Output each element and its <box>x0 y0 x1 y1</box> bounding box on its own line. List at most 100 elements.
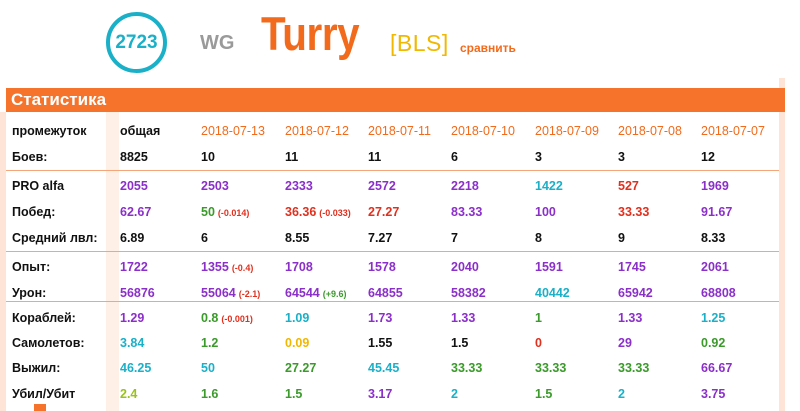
table-row: Кораблей: 1.29 0.8 (-0.001) 1.09 1.73 1.33 1 1.3… <box>0 306 780 330</box>
cell-value: 33.33 <box>535 361 567 375</box>
table-cell: общая <box>120 119 160 143</box>
cell-value: 1722 <box>120 260 148 274</box>
table-cell: 8 <box>535 226 542 250</box>
cell-delta: (-0.4) <box>231 263 254 273</box>
cell-value: 1969 <box>701 179 729 193</box>
table-cell: 11 <box>285 145 298 169</box>
table-row: Убил/Убит 2.4 1.6 1.5 3.17 2 1.5 2 3.75 <box>0 382 780 406</box>
table-cell: 2333 <box>285 174 313 198</box>
cell-value: 2055 <box>120 179 148 193</box>
cell-value: 2333 <box>285 179 313 193</box>
cell-value: 1.73 <box>368 311 393 325</box>
table-cell: 2 <box>451 382 458 406</box>
row-separator <box>6 301 779 302</box>
table-cell: 36.36 (-0.033) <box>285 200 351 224</box>
cell-value: 11 <box>368 150 382 164</box>
row-label: PRO alfa <box>12 179 65 193</box>
cell-value: 68808 <box>701 286 736 300</box>
cell-value: 1.33 <box>451 311 476 325</box>
table-row: Самолетов: 3.84 1.2 0.09 1.55 1.5 0 29 0.92 <box>0 331 780 355</box>
table-cell: 2018-07-07 <box>701 119 765 143</box>
table-cell: 33.33 <box>618 200 649 224</box>
cell-value: 8 <box>535 231 542 245</box>
table-cell: 1.5 <box>535 382 552 406</box>
table-cell: 2055 <box>120 174 148 198</box>
table-cell: 1.6 <box>201 382 218 406</box>
cell-value: 3.84 <box>120 336 145 350</box>
table-row: Боев: 8825 10 11 11 6 3 3 12 <box>0 145 780 169</box>
table-cell: 3.75 <box>701 382 725 406</box>
table-cell: 1745 <box>618 255 646 279</box>
table-row: Выжил: 46.25 50 27.27 45.45 33.33 33.33 33.33 66… <box>0 356 780 380</box>
cell-value: 3 <box>535 150 542 164</box>
cell-value: 1 <box>535 311 542 325</box>
table-cell: 1722 <box>120 255 148 279</box>
column-accent-band <box>106 112 119 411</box>
cell-value: 1.25 <box>701 311 726 325</box>
cell-value: 2018-07-11 <box>368 124 432 138</box>
table-cell: 3.17 <box>368 382 392 406</box>
cell-value: 27.27 <box>285 361 317 375</box>
cell-value: 66.67 <box>701 361 733 375</box>
cell-value: 1591 <box>535 260 563 274</box>
table-cell: 1578 <box>368 255 396 279</box>
cell-value: 2061 <box>701 260 729 274</box>
cell-value: 33.33 <box>618 205 650 219</box>
table-cell: 3.84 <box>120 331 144 355</box>
cell-value: 6.89 <box>120 231 145 245</box>
table-cell: 33.33 <box>618 356 649 380</box>
cell-value: 1745 <box>618 260 646 274</box>
cell-value: 1355 <box>201 260 229 274</box>
table-cell: 1.09 <box>285 306 309 330</box>
cell-value: 65942 <box>618 286 653 300</box>
cell-delta: (-2.1) <box>238 289 261 299</box>
table-cell: 50 <box>201 356 215 380</box>
cell-value: 1578 <box>368 260 396 274</box>
clan-tag[interactable]: [BLS] <box>390 30 449 56</box>
table-row: Урон: 56876 55064 (-2.1) 64544 (+9.6) 64855 583… <box>0 281 780 305</box>
table-cell: 2018-07-11 <box>368 119 431 143</box>
row-label: Боев: <box>12 150 48 164</box>
table-cell: 7.27 <box>368 226 392 250</box>
cell-value: 0.8 <box>201 311 219 325</box>
table-cell: 1422 <box>535 174 563 198</box>
table-cell: 2018-07-09 <box>535 119 599 143</box>
table-cell: 0 <box>535 331 542 355</box>
table-cell: 68808 <box>701 281 736 305</box>
cell-value: 91.67 <box>701 205 733 219</box>
row-label: Средний лвл: <box>12 231 98 245</box>
table-cell: 1708 <box>285 255 313 279</box>
table-cell: 8825 <box>120 145 148 169</box>
table-cell: 1.5 <box>451 331 468 355</box>
cell-value: 1422 <box>535 179 563 193</box>
table-row: промежуток общая 2018-07-13 2018-07-12 2018-… <box>0 119 780 143</box>
cell-value: 1.09 <box>285 311 310 325</box>
table-cell: 62.67 <box>120 200 151 224</box>
table-cell: 65942 <box>618 281 653 305</box>
cell-value: 27.27 <box>368 205 400 219</box>
cell-value: 100 <box>535 205 556 219</box>
table-cell: 40442 <box>535 281 570 305</box>
cell-value: 46.25 <box>120 361 152 375</box>
table-row: Побед: 62.67 50 (-0.014) 36.36 (-0.033) 27.27 8… <box>0 200 780 224</box>
row-label: Самолетов: <box>12 336 85 350</box>
table-cell: 1.25 <box>701 306 725 330</box>
table-cell: 2 <box>618 382 625 406</box>
table-cell: 2040 <box>451 255 479 279</box>
rating-badge: 2723 <box>106 12 167 73</box>
cell-value: 56876 <box>120 286 155 300</box>
cell-value: 29 <box>618 336 632 350</box>
table-cell: 64855 <box>368 281 403 305</box>
compare-link[interactable]: сравнить <box>460 41 516 55</box>
table-cell: 0.09 <box>285 331 309 355</box>
cell-value: 64544 <box>285 286 320 300</box>
table-cell: 10 <box>201 145 215 169</box>
cell-value: 2018-07-09 <box>535 124 599 138</box>
row-label: Выжил: <box>12 361 61 375</box>
cell-value: 2 <box>451 387 458 401</box>
cell-value: 40442 <box>535 286 570 300</box>
table-cell: 45.45 <box>368 356 399 380</box>
table-cell: 1.2 <box>201 331 218 355</box>
cell-value: 2018-07-12 <box>285 124 349 138</box>
cell-delta: (+9.6) <box>322 289 347 299</box>
